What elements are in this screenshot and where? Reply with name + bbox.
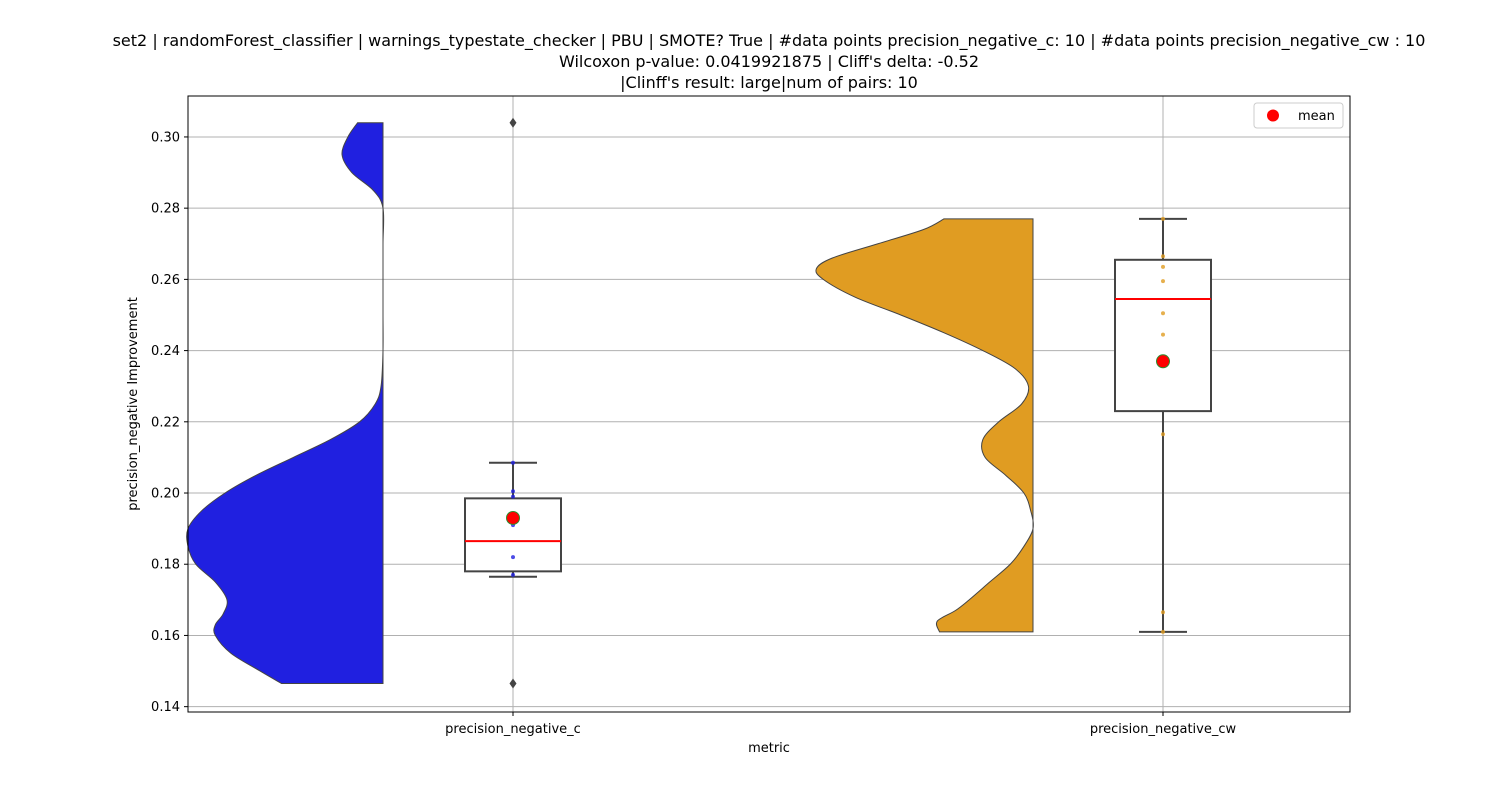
outlier-marker <box>509 117 517 128</box>
box-precision_negative_c <box>464 497 562 573</box>
data-point <box>511 555 515 560</box>
chart-title-line-2: Wilcoxon p-value: 0.0419921875 | Cliff's… <box>559 52 979 71</box>
data-point <box>1161 311 1165 316</box>
y-tick-label: 0.14 <box>151 700 180 715</box>
y-tick-label: 0.28 <box>151 202 180 217</box>
data-point <box>1161 610 1165 615</box>
mean-marker <box>506 510 520 525</box>
mean-marker <box>1156 354 1170 369</box>
legend-box <box>1253 102 1344 129</box>
data-point <box>1161 264 1165 269</box>
x-tick-label: precision_negative_c <box>445 722 581 737</box>
data-point <box>1161 254 1165 259</box>
chart-title-line-3: |Clinff's result: large|num of pairs: 10 <box>620 73 918 92</box>
violin-precision_negative_cw <box>815 218 1034 633</box>
plot-area <box>186 117 1212 689</box>
legend-mean-marker <box>1267 109 1279 122</box>
y-tick-label: 0.26 <box>151 273 180 288</box>
violin-precision_negative_c <box>186 122 385 685</box>
data-point <box>1161 332 1165 337</box>
data-point <box>511 572 515 577</box>
plot-frame <box>187 95 1351 713</box>
y-tick-label: 0.20 <box>151 487 180 502</box>
data-point <box>1161 629 1165 634</box>
y-tick-label: 0.16 <box>151 629 180 644</box>
y-tick-label: 0.24 <box>151 344 180 359</box>
data-point <box>511 460 515 465</box>
y-tick-label: 0.22 <box>151 415 180 430</box>
data-point <box>1161 432 1165 437</box>
data-point <box>511 489 515 494</box>
data-point <box>1161 216 1165 221</box>
legend: mean <box>1253 102 1344 129</box>
x-tick-label: precision_negative_cw <box>1090 722 1237 737</box>
x-axis-label: metric <box>748 741 790 756</box>
y-tick-label: 0.30 <box>151 130 180 145</box>
y-tick-label: 0.18 <box>151 558 180 573</box>
chart-title-line-1: set2 | randomForest_classifier | warning… <box>113 31 1426 51</box>
axis-ticks: 0.14 0.16 0.18 0.20 0.22 0.24 0.26 0.28 0.30 prec… <box>151 130 1236 737</box>
legend-mean-label: mean <box>1298 109 1335 124</box>
y-axis-label: precision_negative Improvement <box>126 297 141 511</box>
data-point <box>511 494 515 499</box>
outlier-marker <box>509 678 517 689</box>
data-point <box>1161 279 1165 284</box>
